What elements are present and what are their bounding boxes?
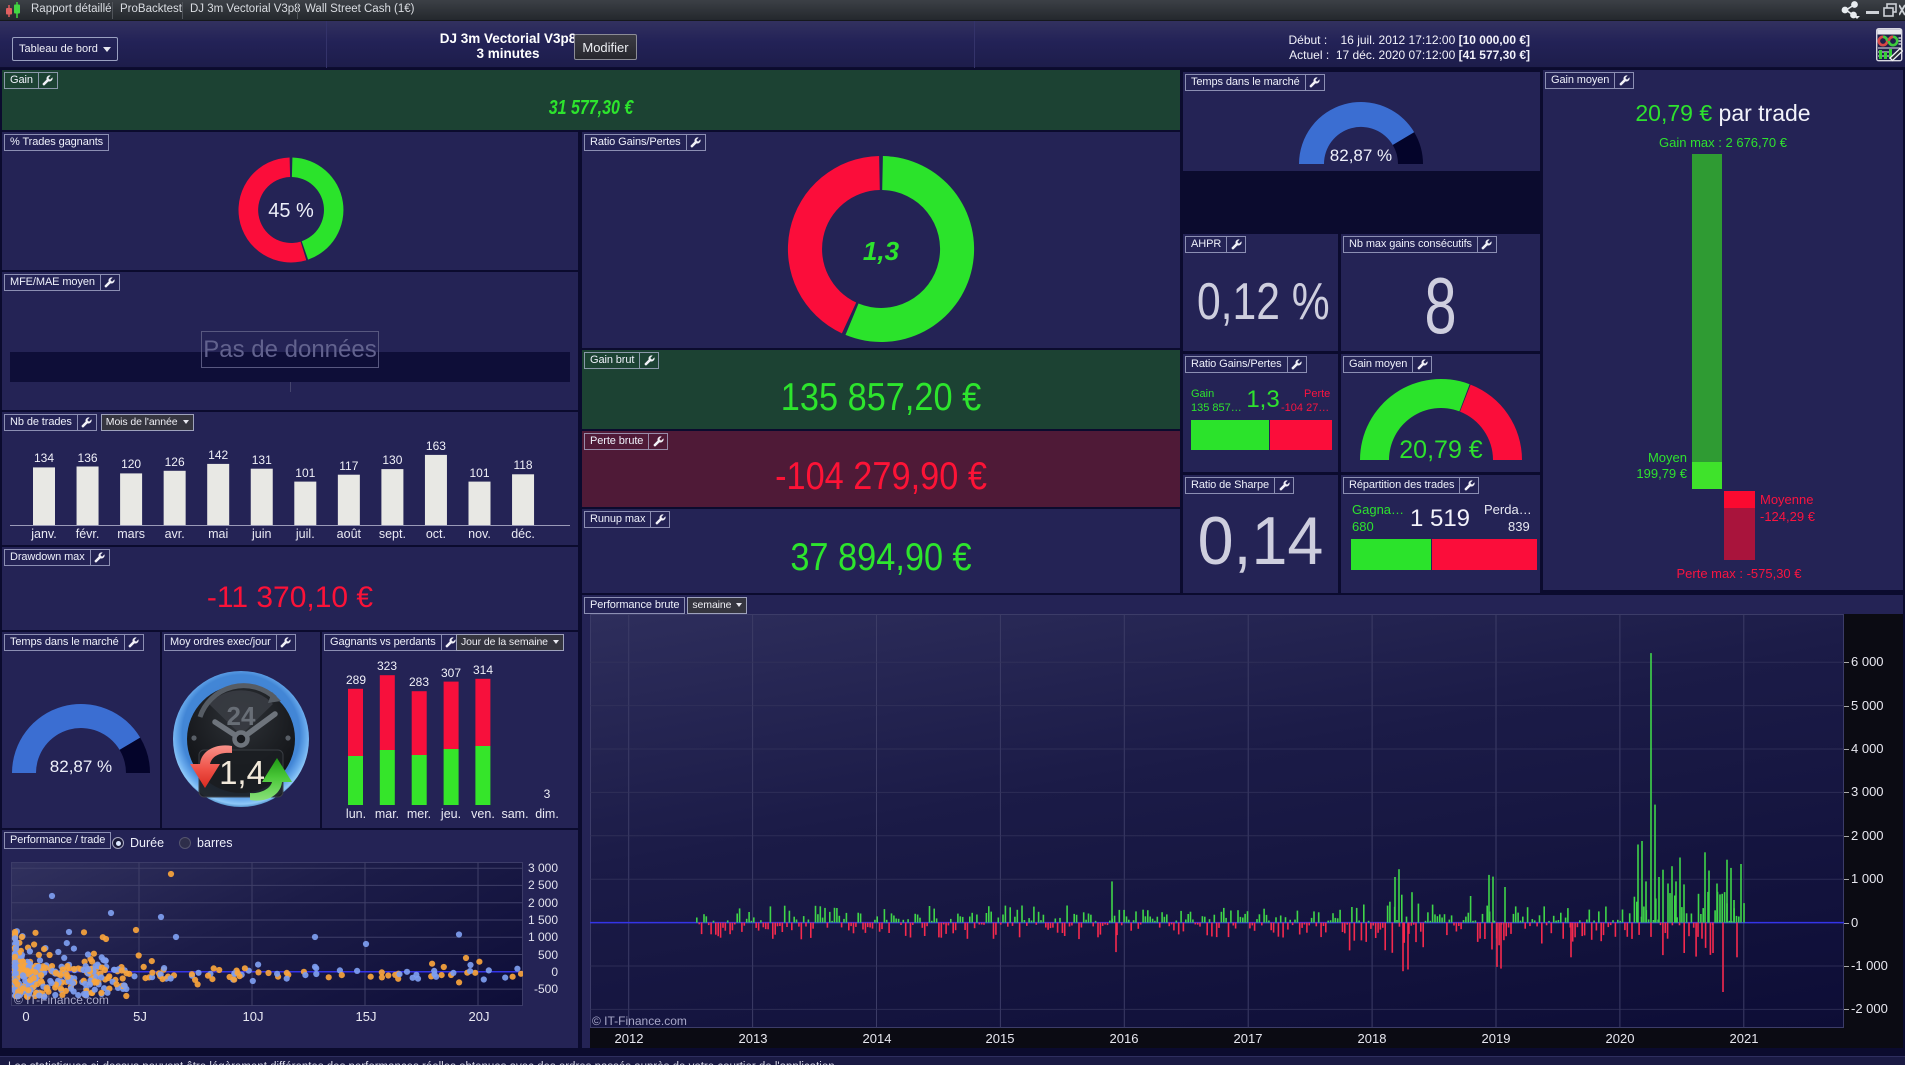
svg-text:24: 24 bbox=[227, 701, 256, 731]
svg-text:1,4: 1,4 bbox=[219, 754, 265, 791]
